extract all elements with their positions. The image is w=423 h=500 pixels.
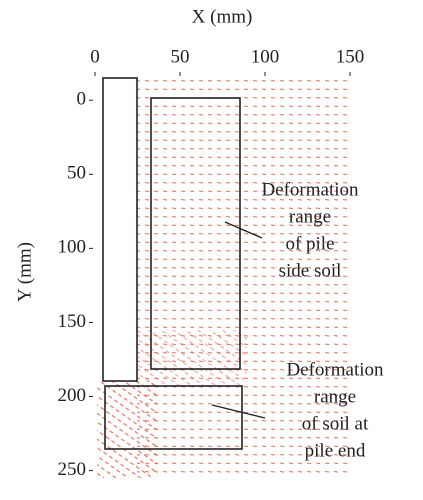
annotation: Deformation: [286, 359, 384, 380]
field-arrows: [97, 381, 157, 478]
x-tick-label: 100: [251, 46, 280, 67]
region-box: [150, 97, 241, 370]
x-axis-label: X (mm): [192, 6, 253, 27]
x-tick-label: 50: [171, 46, 190, 67]
pile: [102, 77, 138, 382]
y-tick-label: 50: [67, 163, 86, 184]
region-box: [104, 385, 243, 450]
vector-field: [97, 78, 350, 478]
leader-line: [224, 221, 263, 239]
y-tick-label: 150: [58, 311, 87, 332]
leader-line: [211, 404, 266, 419]
annotation: side soil: [279, 260, 342, 281]
annotation: Deformation: [261, 179, 359, 200]
x-tick-label: 150: [336, 46, 365, 67]
y-tick-label: 250: [58, 459, 87, 480]
annotation: range: [314, 386, 356, 407]
x-tick-label: 0: [90, 46, 100, 67]
y-tick-label: 0: [77, 89, 87, 110]
annotation: pile end: [305, 440, 366, 461]
annotation: of soil at: [302, 413, 369, 434]
field-arrows: [137, 330, 247, 385]
field-arrows: [137, 78, 350, 478]
y-tick-label: 200: [58, 385, 87, 406]
y-axis-label: Y (mm): [14, 242, 35, 302]
annotation: of pile: [285, 233, 334, 254]
y-tick-label: 100: [58, 237, 87, 258]
annotation: range: [289, 206, 331, 227]
